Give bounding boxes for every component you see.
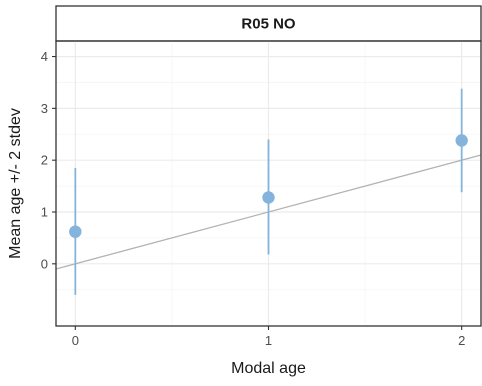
x-tick-label: 2 [458,333,465,348]
data-point [262,191,275,204]
y-axis-title: Mean age +/- 2 stdev [7,108,24,259]
facet-strip [55,5,482,42]
y-axis: 0 1 2 3 4 [41,49,56,271]
facet-title: R05 NO [241,16,296,33]
x-tick-label: 0 [72,333,79,348]
x-tick-label: 1 [265,333,272,348]
x-axis: 0 1 2 [72,326,465,348]
data-point [69,225,82,238]
x-axis-title: Modal age [231,360,306,377]
data-point [455,134,468,147]
y-tick-label: 0 [41,256,48,271]
y-tick-label: 3 [41,101,48,116]
y-tick-label: 1 [41,205,48,220]
point-layer [69,134,468,238]
y-tick-label: 4 [41,49,48,64]
y-tick-label: 2 [41,153,48,168]
